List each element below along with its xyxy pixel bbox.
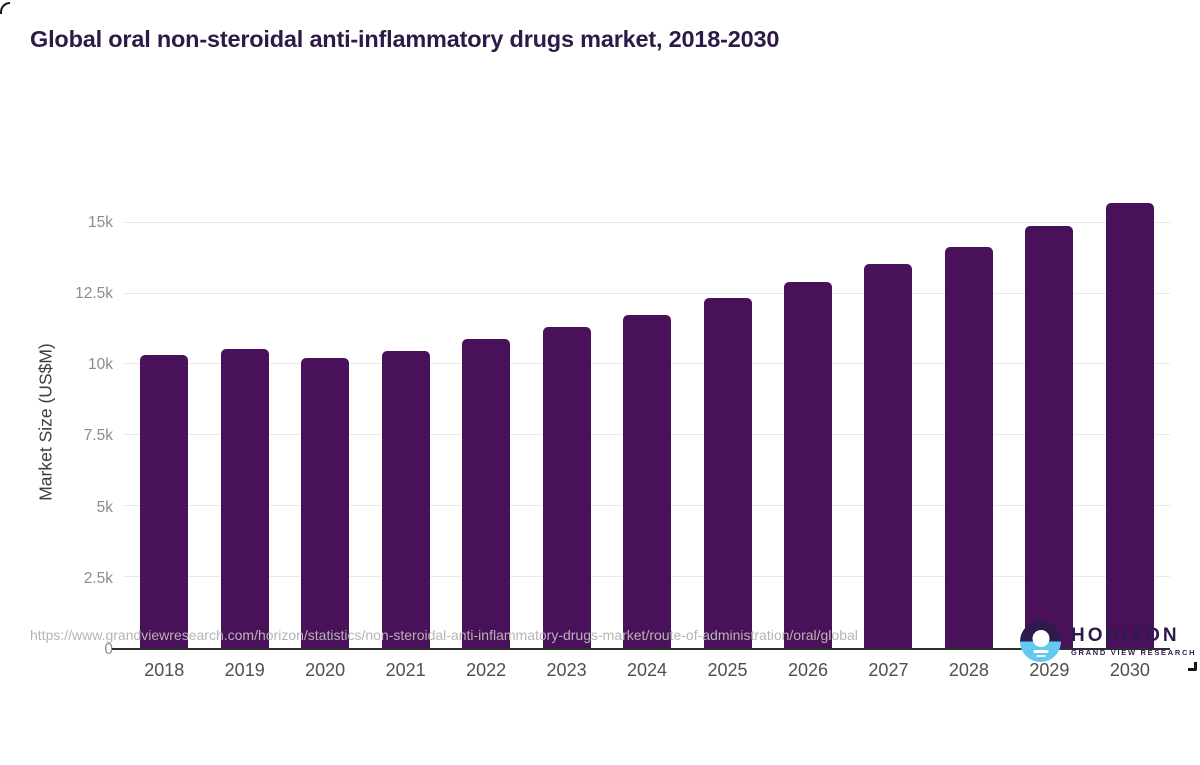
bar-slot xyxy=(446,190,526,648)
bar-2029[interactable] xyxy=(1025,225,1074,648)
bar-series xyxy=(124,190,1170,648)
bar-slot xyxy=(929,190,1009,648)
logo-brand-name: HORIZON xyxy=(1071,625,1180,647)
y-tick-label: 0 xyxy=(104,641,113,658)
bar-2028[interactable] xyxy=(944,246,993,648)
bar-slot xyxy=(768,190,848,648)
chart-page: Global oral non-steroidal anti-inflammat… xyxy=(0,2,1200,680)
gridline xyxy=(124,292,1170,294)
bar-slot xyxy=(365,190,445,648)
logo-text: HORIZON GRAND VIEW RESEARCH xyxy=(1071,626,1196,657)
bar-slot xyxy=(848,190,928,648)
logo-brand-subtitle: GRAND VIEW RESEARCH xyxy=(1071,648,1197,658)
y-tick-label: 5k xyxy=(96,498,113,516)
bar-2022[interactable] xyxy=(462,339,511,648)
chart-title: Global oral non-steroidal anti-inflammat… xyxy=(30,26,780,52)
y-tick-label: 2.5k xyxy=(83,569,113,587)
bar-slot xyxy=(1009,190,1089,648)
bar-slot xyxy=(607,190,687,648)
bar-slot xyxy=(124,190,204,648)
sun-reflection-line-icon xyxy=(1033,650,1048,653)
screenshot-corner-artifact xyxy=(0,2,10,14)
horizon-logo[interactable]: HORIZON GRAND VIEW RESEARCH xyxy=(1020,621,1196,662)
bar-2019[interactable] xyxy=(220,348,269,648)
bar-2027[interactable] xyxy=(864,264,913,648)
x-axis-line xyxy=(112,648,124,650)
y-tick-label: 10k xyxy=(88,356,113,374)
bar-slot xyxy=(526,190,606,648)
y-tick-label: 12.5k xyxy=(75,284,113,302)
bar-2023[interactable] xyxy=(542,327,591,648)
bar-2018[interactable] xyxy=(140,355,189,648)
y-axis-tick-labels: 0 2.5k 5k 7.5k 10k 12.5k 15k xyxy=(0,90,113,765)
bar-2024[interactable] xyxy=(623,314,672,648)
y-tick-label: 7.5k xyxy=(83,427,113,445)
bar-slot xyxy=(285,190,365,648)
bar-2026[interactable] xyxy=(783,282,832,648)
bar-chart: Market Size (US$M) 0 2.5k 5k 7.5k 10k 12.5k 15… xyxy=(0,90,1200,680)
source-url[interactable]: https://www.grandviewresearch.com/horizo… xyxy=(30,627,858,643)
sun-reflection-line-icon xyxy=(1036,654,1045,658)
bar-2020[interactable] xyxy=(301,357,350,648)
bar-slot xyxy=(1090,190,1170,648)
footer: https://www.grandviewresearch.com/horizo… xyxy=(0,612,1200,675)
bar-2025[interactable] xyxy=(703,298,752,648)
bar-slot xyxy=(687,190,767,648)
sun-circle-icon xyxy=(1032,630,1049,647)
gridline xyxy=(124,221,1170,223)
bar-2021[interactable] xyxy=(381,351,430,648)
bar-2030[interactable] xyxy=(1105,203,1154,648)
horizon-sun-icon xyxy=(1020,621,1061,662)
screenshot-corner-artifact xyxy=(1188,662,1197,671)
plot-area xyxy=(112,190,1170,650)
y-tick-label: 15k xyxy=(88,213,113,231)
bar-slot xyxy=(204,190,284,648)
